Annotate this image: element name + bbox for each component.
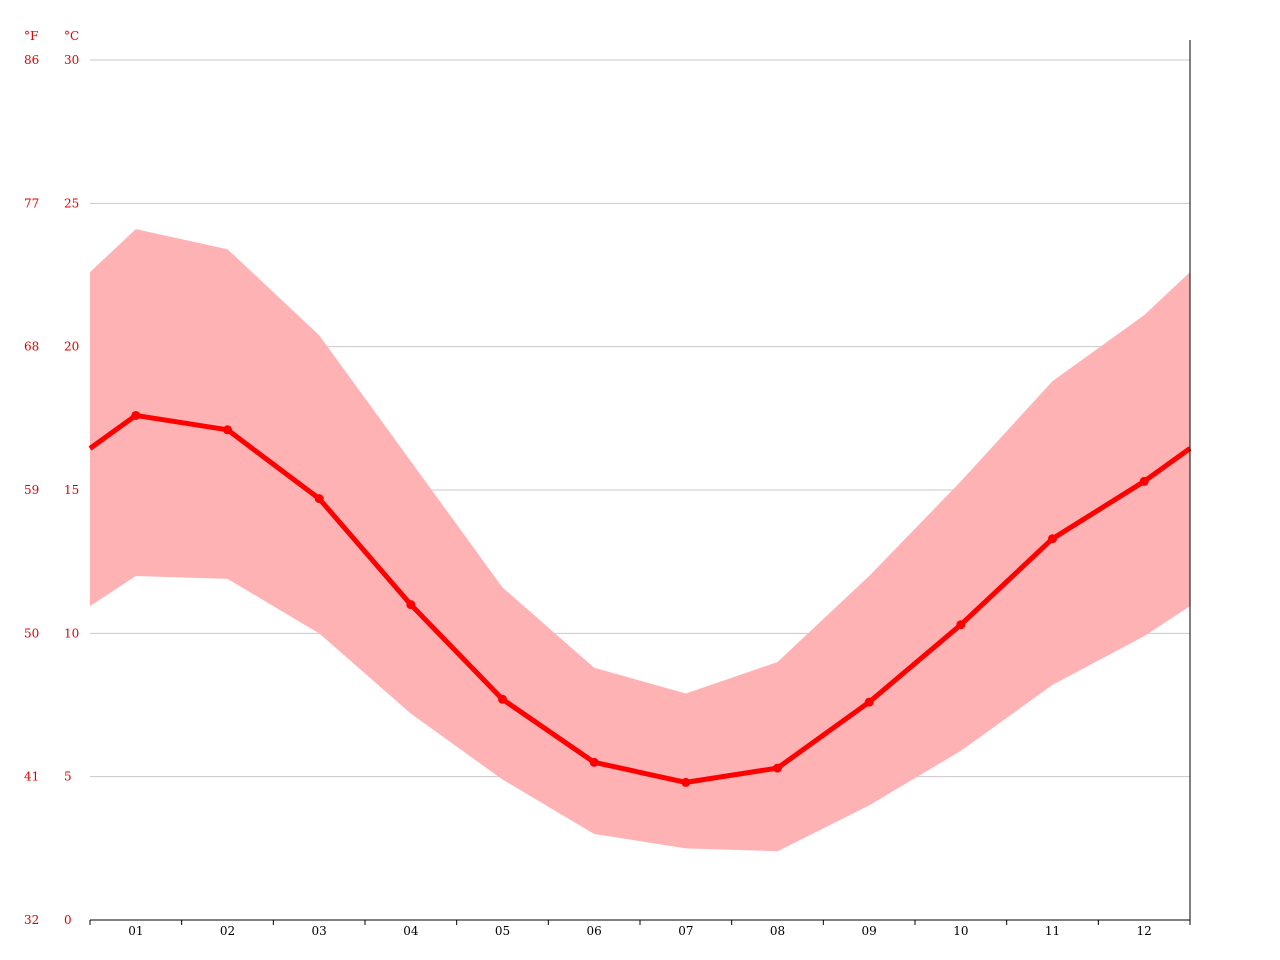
celsius-tick-5: 5 [64,770,72,784]
mean-point-02 [223,425,232,435]
mean-point-03 [314,494,324,504]
x-tick-label-06: 06 [587,924,602,938]
mean-point-01 [131,410,141,420]
celsius-tick-10: 10 [64,626,79,640]
x-tick-label-04: 04 [403,924,419,938]
mean-point-09 [864,697,874,707]
fahrenheit-tick-32: 32 [24,913,39,927]
x-tick-label-03: 03 [312,924,327,938]
x-tick-label-11: 11 [1045,924,1060,938]
celsius-tick-20: 20 [64,340,79,354]
x-tick-label-07: 07 [678,924,693,938]
mean-temperature-points [131,410,1149,787]
y-axis-labels: 32 0 41 5 50 10 59 15 68 20 77 25 86 30 [24,53,79,927]
fahrenheit-unit-label: °F [24,29,38,43]
fahrenheit-tick-50: 50 [24,626,39,640]
celsius-tick-25: 25 [64,196,79,210]
mean-point-10 [956,620,966,630]
mean-temperature-line [88,412,1192,785]
fahrenheit-tick-86: 86 [24,53,39,67]
x-tick-label-10: 10 [953,924,968,938]
fahrenheit-tick-59: 59 [24,483,39,497]
fahrenheit-tick-77: 77 [24,196,39,210]
celsius-tick-30: 30 [64,53,79,67]
mean-point-12 [1139,476,1149,486]
mean-point-06 [589,757,599,767]
fahrenheit-tick-68: 68 [24,340,39,354]
mean-point-04 [406,600,416,610]
mean-point-07 [681,777,691,787]
mean-point-08 [773,763,782,773]
x-tick-label-02: 02 [220,924,235,938]
celsius-tick-0: 0 [64,913,72,927]
celsius-tick-15: 15 [64,483,79,497]
x-tick-label-05: 05 [495,924,510,938]
celsius-unit-label: °C [64,29,79,43]
mean-point-11 [1048,534,1057,544]
x-tick-label-09: 09 [862,924,877,938]
x-axis-ticks: 01 02 03 04 05 06 07 08 09 10 11 12 [89,920,1191,938]
x-tick-label-12: 12 [1137,924,1152,938]
mean-point-05 [498,694,507,704]
x-tick-label-08: 08 [770,924,785,938]
fahrenheit-tick-41: 41 [24,770,39,784]
x-tick-label-01: 01 [128,924,143,938]
temperature-range-band [90,229,1190,852]
